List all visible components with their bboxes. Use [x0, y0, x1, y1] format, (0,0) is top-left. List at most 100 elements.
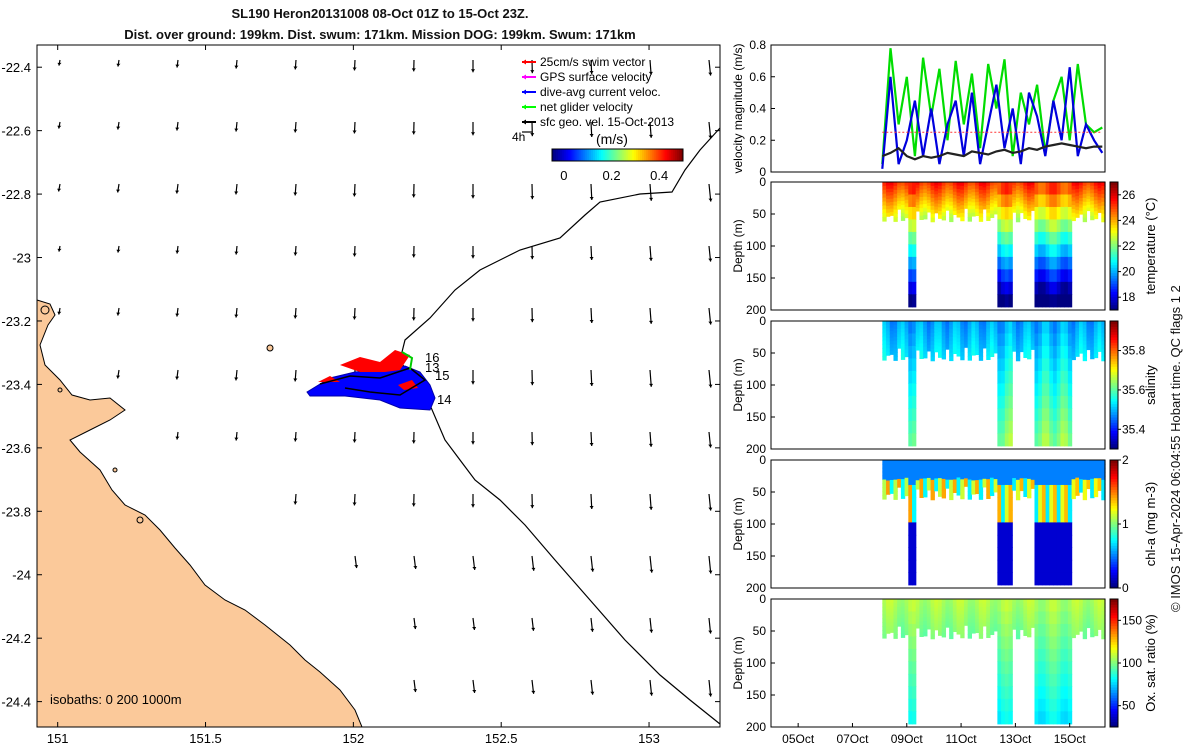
current-arrowhead: [531, 627, 536, 631]
current-arrowhead: [413, 566, 418, 569]
colorbar-cell: [619, 149, 623, 161]
current-arrowhead: [175, 64, 180, 68]
colorbar-cell: [656, 149, 659, 161]
current-arrowhead: [649, 383, 654, 387]
current-arrowhead: [293, 192, 298, 196]
island: [57, 387, 63, 393]
current-arrowhead: [708, 72, 713, 76]
current-arrowhead: [116, 375, 121, 379]
legend-label: 25cm/s swim vector: [540, 55, 645, 69]
colorbar-cell: [590, 149, 594, 161]
colorbar-cell: [574, 149, 578, 161]
current-arrowhead: [413, 689, 418, 693]
current-arrowhead: [471, 69, 475, 73]
colorbar-cell: [621, 149, 625, 161]
legend-swatch-head: [522, 59, 526, 65]
current-arrowhead: [293, 129, 298, 133]
map-frame: [36, 44, 721, 728]
colorbar-cell: [572, 149, 576, 161]
colorbar-cell: [625, 149, 629, 161]
colorbar-cell: [670, 149, 674, 161]
current-arrowhead: [411, 254, 416, 258]
time-scale-label: 4h: [512, 130, 525, 144]
current-arrowhead: [649, 629, 654, 633]
legend-label: sfc geo. vel. 15-Oct-2013: [540, 115, 674, 129]
colorbar-cell: [615, 149, 618, 161]
colorbar-cell: [576, 149, 580, 161]
current-arrowhead: [471, 441, 475, 445]
current-arrowhead: [57, 188, 62, 192]
colorbar-tick-label: 0: [560, 168, 567, 183]
colorbar-cell: [603, 149, 606, 161]
current-arrowhead: [293, 315, 298, 319]
colorbar-cell: [578, 149, 582, 161]
current-arrowhead: [234, 65, 239, 69]
current-arrowhead: [175, 190, 180, 194]
current-arrowhead: [589, 320, 594, 324]
colorbar-cell: [607, 149, 610, 161]
colorbar-cell: [674, 149, 678, 161]
current-arrowhead: [589, 383, 594, 387]
current-arrowhead: [293, 378, 298, 382]
legend-swatch-head: [522, 74, 526, 80]
current-arrowhead: [708, 570, 713, 574]
colorbar-cell: [662, 149, 666, 161]
current-arrowhead: [352, 253, 357, 257]
colorbar-cell: [609, 149, 612, 161]
isobaths-label: isobaths: 0 200 1000m: [50, 692, 182, 707]
current-arrowhead: [708, 321, 713, 325]
net-velocity-line: [401, 351, 414, 371]
lat-tick-label: -23: [12, 251, 31, 266]
current-arrowhead: [708, 198, 713, 202]
colorbar-title: (m/s): [596, 131, 628, 147]
current-arrowhead: [352, 193, 357, 197]
lat-tick-label: -24.4: [1, 695, 31, 710]
colorbar-cell: [580, 149, 584, 161]
isobath-line: [399, 127, 721, 725]
colorbar-cell: [642, 149, 645, 161]
current-arrowhead: [471, 504, 475, 508]
current-arrowhead: [175, 376, 180, 380]
colorbar-cell: [570, 149, 573, 161]
current-arrowhead: [411, 68, 416, 72]
colorbar-cell: [631, 149, 635, 161]
track-day-label: 15: [435, 368, 449, 383]
current-arrowhead: [413, 626, 418, 630]
current-arrowhead: [708, 444, 713, 448]
current-arrowhead: [352, 502, 357, 506]
colorbar-cell: [644, 149, 647, 161]
legend-swatch-head: [522, 119, 526, 125]
current-arrowhead: [116, 63, 121, 67]
legend-label: net glider velocity: [540, 100, 633, 114]
current-arrowhead: [471, 318, 475, 322]
current-arrowhead: [411, 131, 416, 135]
colorbar-cell: [560, 149, 563, 161]
lon-tick-label: 153: [638, 731, 660, 746]
current-arrowhead: [57, 311, 62, 315]
current-arrowhead: [57, 248, 62, 252]
current-arrowhead: [589, 443, 594, 447]
current-arrowhead: [352, 67, 357, 71]
current-arrowhead: [648, 506, 653, 510]
lat-tick-label: -24.2: [1, 631, 31, 646]
colorbar-cell: [652, 149, 655, 161]
colorbar-cell: [650, 149, 653, 161]
current-arrowhead: [411, 503, 416, 507]
colorbar-cell: [676, 149, 680, 161]
current-arrowhead: [530, 505, 535, 509]
legend-swatch-head: [522, 104, 526, 110]
colorbar-cell: [582, 149, 586, 161]
lon-tick-label: 151.5: [189, 731, 222, 746]
colorbar-cell: [637, 149, 641, 161]
colorbar-cell: [605, 149, 608, 161]
current-arrowhead: [352, 130, 357, 134]
colorbar-cell: [633, 149, 637, 161]
current-arrowhead: [234, 251, 239, 255]
colorbar-cell: [562, 149, 565, 161]
current-arrowhead: [472, 690, 477, 693]
current-arrowhead: [531, 567, 536, 571]
current-arrowhead: [530, 442, 535, 446]
current-arrowhead: [708, 384, 713, 388]
current-arrowhead: [175, 313, 180, 317]
